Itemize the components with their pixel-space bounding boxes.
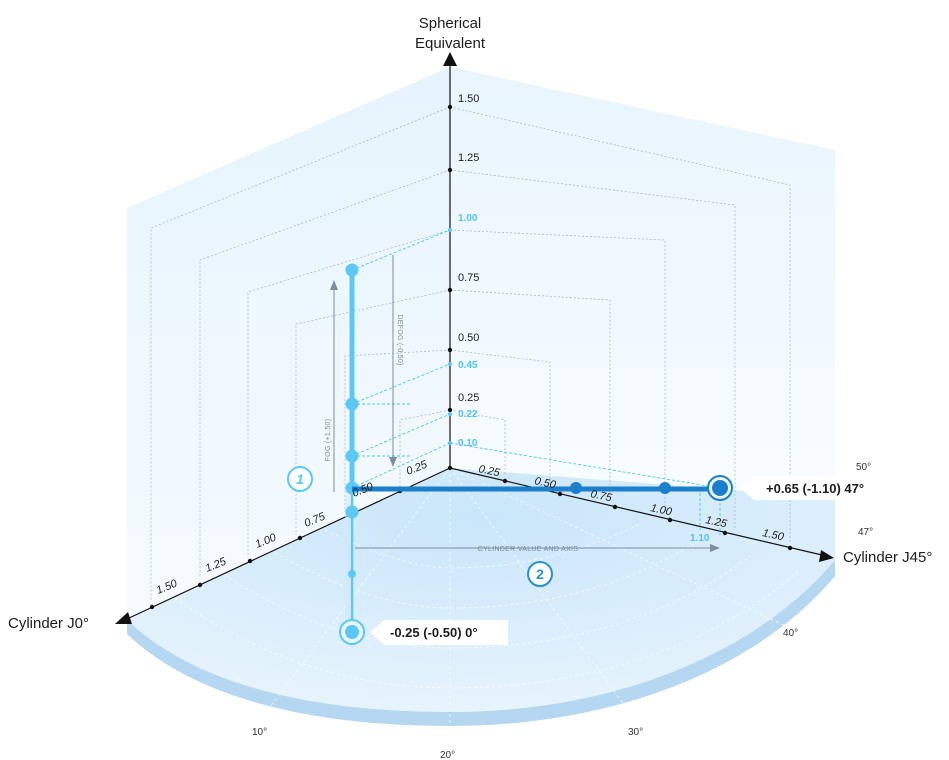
bottom-callout-text: -0.25 (-0.50) 0° — [390, 625, 478, 640]
vertical-tick-dots — [447, 104, 453, 471]
right-tick-label-blue: 1.10 — [690, 533, 710, 544]
right-axis-arrow — [819, 550, 834, 562]
marker-1 — [287, 466, 313, 492]
vertical-tick-label: 0.75 — [458, 272, 479, 284]
floor-plane — [127, 468, 835, 712]
annotation-arrows — [333, 255, 715, 549]
angle-tick-label: 20° — [440, 750, 455, 760]
vertical-tick-label: 0.50 — [458, 332, 479, 344]
vertical-axis-title-line1: Spherical — [419, 15, 482, 32]
right-axis-title: Cylinder J45° — [843, 549, 932, 566]
fog-label: FOG (+1.50) — [325, 419, 332, 462]
vertical-axis-arrow — [443, 52, 457, 66]
right-target-marker — [707, 475, 733, 501]
angle-tick-label: 40° — [783, 628, 798, 639]
defog-arrow-head — [389, 457, 397, 467]
marker-1-number: 1 — [296, 471, 304, 487]
vertical-tick-label: 1.00 — [458, 213, 478, 224]
vertical-tick-label: 0.22 — [458, 409, 478, 420]
vertical-tick-label: 1.25 — [458, 152, 479, 164]
right-callout-text: +0.65 (-1.10) 47° — [766, 481, 864, 496]
angle-tick-label: 30° — [628, 727, 643, 738]
bottom-target-marker — [339, 619, 365, 645]
axes — [126, 66, 823, 620]
right-tick-label: 0.75 — [589, 488, 613, 504]
right-tick-dots — [502, 478, 793, 551]
right-callout-box — [740, 476, 905, 500]
right-tick-label: 1.50 — [761, 527, 785, 543]
fog-arrow-head — [330, 280, 338, 290]
cylinder-label: CYLINDER VALUE AND AXIS — [478, 546, 579, 553]
angle-tick-label: 50° — [856, 462, 871, 473]
right-tick-label: 1.25 — [704, 514, 728, 530]
vertical-tick-label: 1.50 — [458, 93, 479, 105]
right-back-wall — [450, 67, 835, 498]
bottom-callout-box — [370, 620, 508, 645]
vertical-tick-label: 0.10 — [458, 438, 478, 449]
vertical-axis-title-line2: Equivalent — [415, 35, 486, 52]
right-tick-label: 1.00 — [649, 502, 673, 518]
marker-2-number: 2 — [536, 566, 544, 582]
cylinder-path-points — [570, 482, 671, 494]
angle-tick-label: 47° — [858, 527, 873, 538]
defog-label: DEFOG (-0.50) — [396, 314, 403, 365]
left-axis-title: Cylinder J0° — [8, 615, 89, 632]
right-tick-label: 0.50 — [533, 475, 557, 491]
floor-rim — [127, 560, 835, 726]
angle-tick-label: 10° — [252, 727, 267, 738]
vertical-tick-label: 0.25 — [458, 392, 479, 404]
wall-grid — [150, 106, 791, 600]
marker-2 — [527, 561, 553, 587]
vertical-tick-label: 0.45 — [458, 360, 478, 371]
cylinder-arrow-head — [710, 544, 720, 552]
right-tick-label: 0.25 — [477, 463, 501, 479]
left-axis-arrow — [115, 612, 132, 624]
